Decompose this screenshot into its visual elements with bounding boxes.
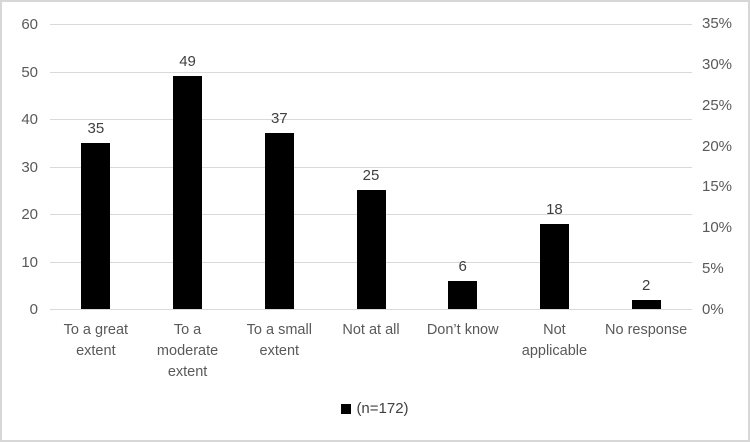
right-axis-tick-label: 15% — [702, 178, 733, 196]
right-axis-tick-label: 0% — [702, 301, 724, 318]
bar-value-label: 25 — [362, 167, 380, 185]
right-axis-tick-label: 20% — [702, 137, 733, 155]
right-axis-tick-label: 5% — [702, 260, 724, 278]
x-axis-category-label: To a great extent — [63, 322, 129, 360]
bar-1 — [81, 142, 111, 309]
right-axis-tick-label: 10% — [702, 219, 733, 237]
left-axis-tick-label: 10 — [21, 253, 38, 271]
legend-label: (n=172) — [356, 400, 409, 417]
x-axis-category-label: To a moderate extent — [156, 322, 219, 381]
x-axis-category-label: No response — [605, 322, 688, 338]
bar-5 — [448, 280, 478, 309]
bar-6 — [539, 223, 569, 309]
legend-swatch-icon — [341, 403, 352, 414]
gridline — [50, 166, 692, 168]
left-axis-tick-label: 20 — [21, 206, 38, 223]
x-axis-category-label: Don’t know — [426, 322, 499, 338]
bar-value-label: 6 — [458, 257, 467, 275]
bar-value-label: 35 — [87, 119, 105, 137]
bar-4 — [356, 190, 386, 309]
bar-value-label: 37 — [270, 110, 288, 128]
x-axis-category-label: Not applicable — [521, 322, 588, 360]
right-axis-tick-label: 30% — [702, 55, 733, 73]
gridline — [50, 24, 692, 25]
left-axis-tick-label: 50 — [21, 63, 38, 81]
right-axis-tick-label: 25% — [702, 96, 733, 114]
bar-value-label: 2 — [641, 276, 651, 294]
bar-value-label: 18 — [546, 200, 563, 218]
x-axis-category-label: To a small extent — [246, 322, 312, 360]
left-axis-tick-label: 60 — [21, 16, 38, 33]
bar-3 — [264, 133, 294, 309]
left-axis-tick-label: 30 — [21, 158, 38, 176]
gridline — [50, 71, 692, 73]
gridline — [50, 309, 692, 310]
bar-value-label: 49 — [179, 53, 196, 71]
legend: (n=172) — [2, 401, 748, 416]
right-axis-tick-label: 35% — [702, 15, 733, 33]
bar-2 — [173, 76, 203, 309]
x-axis-category-label: Not at all — [342, 322, 400, 338]
bar-7 — [631, 299, 661, 309]
gridline — [50, 119, 692, 120]
left-axis-tick-label: 0 — [29, 301, 38, 318]
left-axis-tick-label: 40 — [21, 111, 38, 128]
